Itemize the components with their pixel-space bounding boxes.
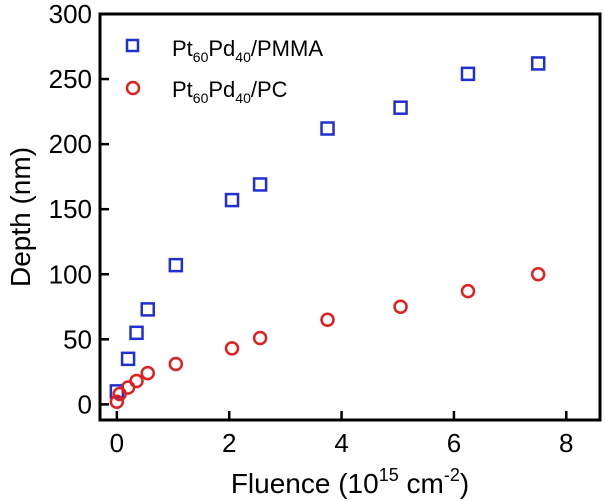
pmma-data-point bbox=[168, 257, 184, 273]
y-tick-label: 250 bbox=[49, 64, 92, 94]
pc-data-point bbox=[109, 394, 125, 410]
y-tick-label: 300 bbox=[49, 0, 92, 29]
pc-data-point bbox=[224, 341, 240, 356]
legend-pmma-part-pd: Pd bbox=[208, 36, 235, 61]
pmma-data-point bbox=[252, 177, 268, 192]
x-tick-label: 6 bbox=[447, 428, 461, 458]
legend-label-pc: Pt60Pd40/PC bbox=[172, 77, 288, 106]
pc-data-point bbox=[129, 373, 144, 389]
axis-ticks: 0 2 4 6 8 0 50 100 150 200 250 300 bbox=[49, 0, 574, 458]
legend-pmma-part-60: 60 bbox=[193, 49, 209, 65]
legend-pmma-part-pt: Pt bbox=[172, 36, 193, 61]
legend-pmma-part-suffix: /PMMA bbox=[251, 36, 323, 61]
legend-pc-part-pd: Pd bbox=[208, 77, 235, 102]
pmma-data-point bbox=[393, 100, 408, 115]
data-marks bbox=[109, 56, 546, 410]
pmma-data-point bbox=[140, 302, 156, 317]
x-axis-title: Fluence (1015 cm-2) bbox=[231, 465, 469, 499]
pc-data-point bbox=[140, 365, 156, 381]
legend-pc-part-60: 60 bbox=[193, 90, 209, 106]
legend-label-pmma: Pt60Pd40/PMMA bbox=[172, 36, 323, 65]
x-tick-label: 4 bbox=[334, 428, 348, 458]
legend: Pt60Pd40/PMMA Pt60Pd40/PC bbox=[125, 36, 323, 106]
pc-data-point bbox=[460, 283, 476, 299]
x-tick-label: 0 bbox=[110, 428, 124, 458]
pmma-data-point bbox=[120, 351, 136, 367]
pc-data-point bbox=[393, 299, 408, 315]
pmma-data-point bbox=[460, 66, 476, 82]
plot-frame bbox=[98, 12, 602, 422]
pmma-data-point bbox=[129, 325, 144, 341]
legend-pc-part-40: 40 bbox=[235, 90, 251, 106]
y-tick-label: 200 bbox=[49, 129, 92, 159]
legend-marker-pc bbox=[125, 80, 141, 96]
legend-pmma-part-40: 40 bbox=[235, 49, 251, 65]
x-axis-title-exponent: 15 bbox=[379, 465, 399, 485]
x-tick-label: 8 bbox=[559, 428, 573, 458]
pc-data-point bbox=[320, 312, 335, 328]
legend-pc-part-pt: Pt bbox=[172, 77, 193, 102]
pc-data-point bbox=[530, 267, 546, 282]
x-axis-title-main: Fluence (10 bbox=[231, 468, 379, 499]
legend-pc-part-suffix: /PC bbox=[251, 77, 288, 102]
y-tick-label: 50 bbox=[63, 324, 92, 354]
x-axis-title-close: ) bbox=[460, 468, 469, 499]
pmma-data-point bbox=[320, 121, 335, 136]
x-tick-label: 2 bbox=[222, 428, 236, 458]
pc-data-point bbox=[168, 356, 184, 372]
pc-data-point bbox=[252, 330, 268, 346]
y-tick-label: 150 bbox=[49, 194, 92, 224]
pmma-data-point bbox=[224, 192, 240, 208]
pmma-data-point bbox=[530, 56, 546, 71]
y-axis-title: Depth (nm) bbox=[5, 147, 36, 287]
x-axis-title-unit: cm bbox=[399, 468, 444, 499]
x-axis-title-unit-exponent: -2 bbox=[444, 465, 460, 485]
legend-marker-pmma bbox=[125, 38, 140, 53]
y-tick-label: 100 bbox=[49, 259, 92, 289]
y-tick-label: 0 bbox=[78, 389, 92, 419]
